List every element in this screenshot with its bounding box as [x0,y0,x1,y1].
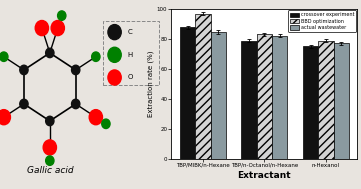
Circle shape [45,156,54,165]
Circle shape [45,48,54,58]
Text: Gallic acid: Gallic acid [26,166,73,175]
Circle shape [108,25,121,40]
Circle shape [108,70,121,85]
Text: C: C [128,29,132,35]
Text: H: H [128,52,133,58]
Circle shape [20,99,28,109]
Circle shape [0,52,8,61]
Circle shape [89,110,103,125]
Bar [211,32,226,159]
Circle shape [20,65,28,75]
X-axis label: Extractant: Extractant [238,171,291,180]
Bar [195,14,211,159]
Circle shape [35,20,48,36]
Circle shape [43,140,56,155]
Circle shape [71,99,80,109]
Bar [242,41,257,159]
Circle shape [108,47,121,62]
Bar [303,46,318,159]
Legend: crossover experiment, BBD optimization, actual wastewater: crossover experiment, BBD optimization, … [288,10,356,32]
Y-axis label: Extraction rate (%): Extraction rate (%) [148,51,154,117]
Bar [318,41,334,159]
Text: O: O [128,74,133,81]
Bar [257,34,272,159]
Bar [334,43,349,159]
Circle shape [0,110,10,125]
Circle shape [92,52,100,61]
Circle shape [58,11,66,20]
Circle shape [45,116,54,126]
Bar [180,27,195,159]
Circle shape [102,119,110,129]
Circle shape [71,65,80,75]
Bar [272,36,287,159]
Circle shape [51,20,64,36]
